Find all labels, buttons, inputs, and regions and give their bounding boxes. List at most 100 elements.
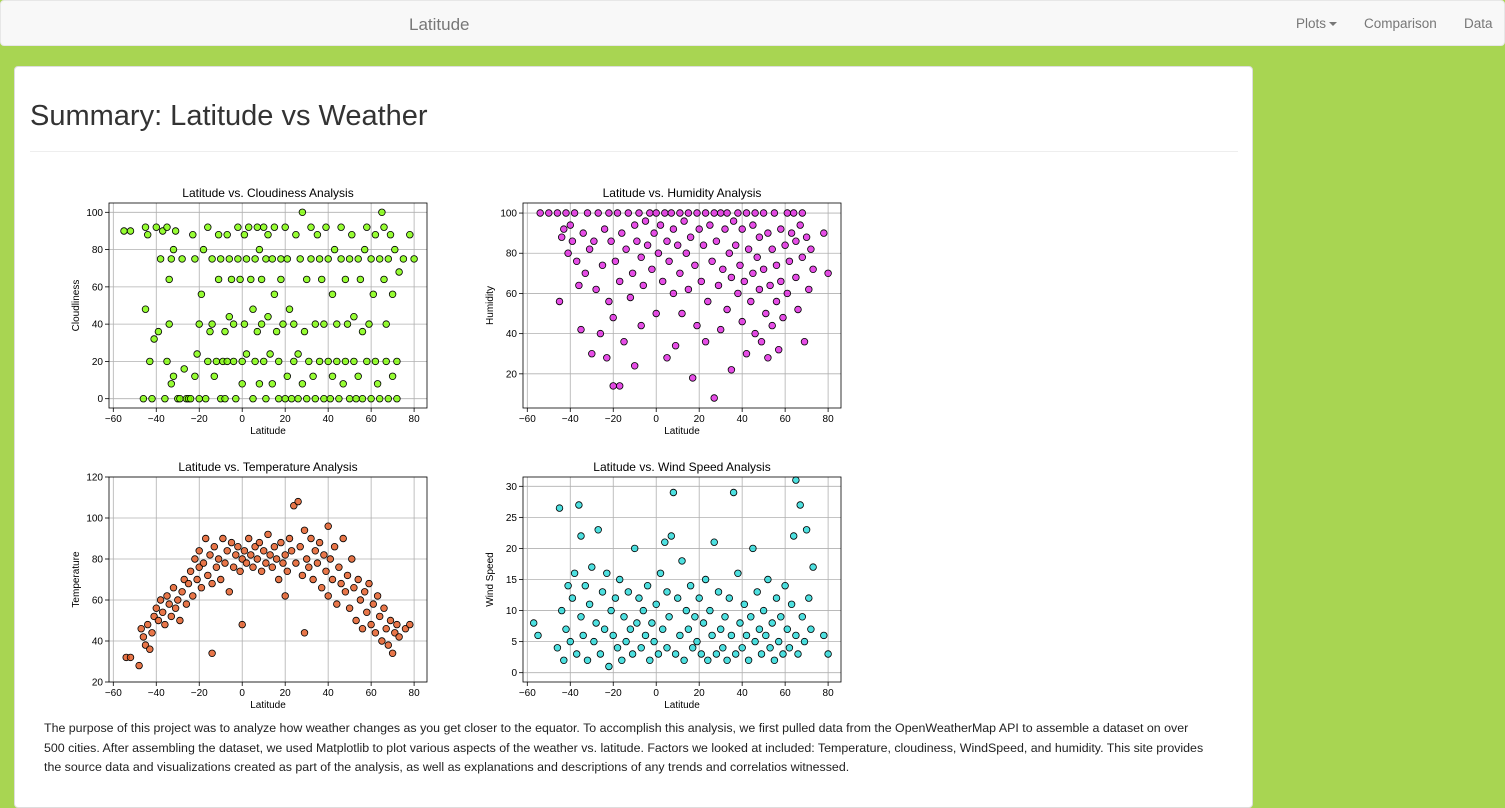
data-point (223, 547, 231, 555)
data-point (249, 305, 257, 313)
data-point (371, 629, 380, 637)
data-point (163, 223, 171, 231)
y-tick-label: 60 (92, 282, 104, 293)
data-point (613, 209, 622, 217)
data-point (744, 245, 753, 253)
chart-title: Latitude vs. Cloudiness Analysis (182, 186, 353, 200)
data-point (201, 394, 210, 403)
data-point (300, 629, 309, 637)
data-point (607, 237, 615, 245)
data-point (749, 544, 757, 553)
data-point (635, 594, 643, 602)
data-point (779, 313, 787, 322)
data-point (553, 209, 562, 217)
data-point (792, 273, 800, 282)
data-point (648, 265, 656, 273)
data-point (676, 269, 684, 277)
data-point (772, 297, 781, 306)
data-point (298, 380, 307, 388)
nav-item-comparison[interactable]: Comparison (1364, 16, 1437, 31)
data-point (367, 394, 375, 403)
x-tick-label: −60 (519, 414, 536, 425)
data-point (824, 269, 832, 277)
data-point (367, 255, 375, 263)
data-point (568, 594, 577, 602)
data-point (406, 231, 414, 239)
data-point (158, 608, 167, 616)
data-point (339, 534, 347, 543)
data-point (354, 372, 362, 380)
data-point (790, 532, 798, 540)
cloudiness-chart: Latitude vs. Cloudiness Analysis −60 −40 −2… (71, 186, 428, 437)
data-point (794, 305, 802, 314)
data-point (152, 223, 160, 231)
y-tick-label: 40 (92, 320, 104, 331)
data-point (712, 237, 721, 245)
y-tick-label: 20 (506, 544, 518, 555)
data-point (264, 231, 272, 239)
data-point (624, 588, 632, 596)
data-point (154, 327, 163, 336)
data-point (682, 606, 690, 615)
data-point (684, 209, 693, 217)
data-point (564, 581, 572, 590)
data-point (764, 575, 772, 584)
data-point (820, 229, 828, 237)
data-point (208, 320, 216, 328)
data-point (676, 209, 684, 217)
data-point (406, 620, 414, 629)
data-point (566, 637, 574, 646)
data-point (249, 394, 257, 403)
data-point (146, 645, 154, 653)
data-point (361, 588, 369, 596)
x-tick-label: 40 (737, 414, 749, 425)
data-point (376, 612, 384, 621)
data-point (562, 625, 570, 633)
data-point (579, 229, 587, 237)
navbar-brand[interactable]: Latitude (409, 15, 470, 34)
data-point (236, 567, 244, 575)
data-point (315, 255, 324, 263)
data-point (283, 255, 291, 263)
navbar: Latitude Plots Comparison Data (0, 0, 1505, 46)
data-point (585, 245, 594, 253)
y-tick-label: 0 (97, 394, 103, 405)
data-point (358, 394, 367, 403)
data-point (609, 382, 617, 390)
y-tick-label: 25 (506, 513, 518, 524)
data-point (270, 223, 279, 231)
nav-item-plots[interactable]: Plots (1296, 16, 1338, 31)
data-point (590, 637, 598, 646)
x-tick-label: −60 (519, 688, 536, 699)
data-point (820, 631, 828, 640)
data-point (154, 616, 163, 625)
data-point (328, 290, 337, 298)
data-point (787, 600, 796, 608)
data-point (337, 223, 345, 231)
y-axis-label: Temperature (71, 551, 82, 608)
data-point (732, 650, 740, 658)
data-point (717, 209, 725, 217)
data-point (287, 547, 296, 555)
data-point (714, 588, 723, 596)
data-point (798, 253, 806, 261)
data-point (227, 538, 236, 547)
data-point (247, 551, 255, 559)
y-tick-label: 80 (92, 245, 104, 256)
data-point (798, 613, 806, 621)
data-point (193, 575, 201, 584)
data-point (572, 650, 581, 658)
data-point (798, 209, 806, 217)
data-point (637, 253, 645, 261)
data-point (395, 268, 403, 276)
data-point (738, 644, 746, 652)
data-point (388, 649, 397, 657)
data-point (757, 337, 766, 346)
data-point (386, 616, 395, 625)
data-point (688, 374, 697, 382)
data-point (294, 394, 302, 403)
data-point (643, 581, 652, 590)
data-point (141, 305, 150, 313)
data-point (283, 372, 291, 380)
nav-item-data[interactable]: Data (1464, 16, 1493, 31)
